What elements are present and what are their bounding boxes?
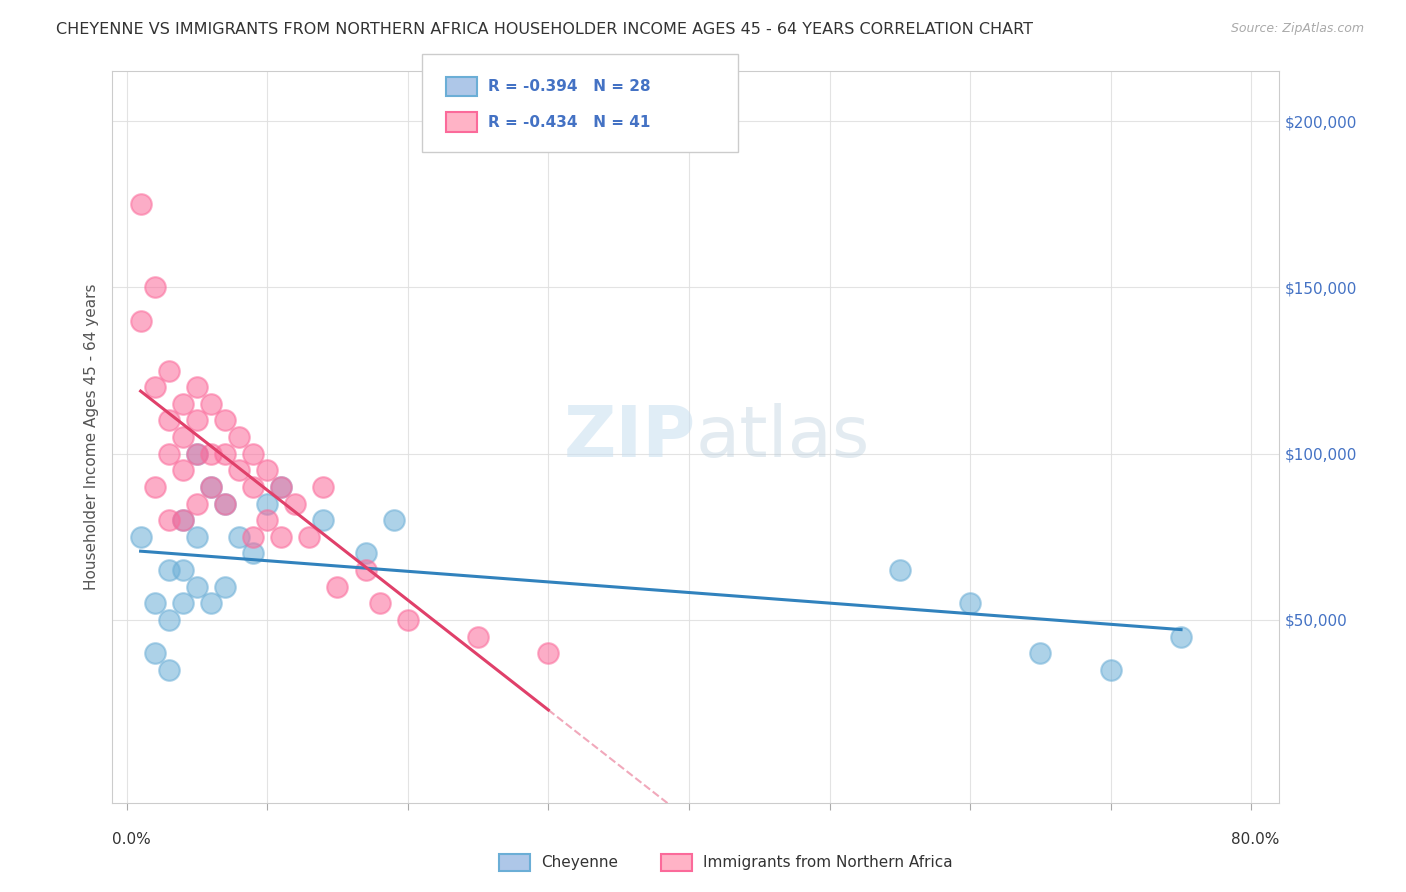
Point (200, 480, 222, 494)
Point (186, 580, 208, 594)
Point (172, 513, 194, 527)
Point (889, 563, 911, 577)
Point (143, 646, 166, 660)
Point (143, 380, 166, 394)
Point (242, 447, 264, 461)
Point (157, 563, 180, 577)
Point (256, 463, 278, 477)
Text: Immigrants from Northern Africa: Immigrants from Northern Africa (703, 855, 953, 870)
Point (326, 580, 349, 594)
Point (214, 497, 236, 511)
Text: Source: ZipAtlas.com: Source: ZipAtlas.com (1230, 22, 1364, 36)
Point (298, 530, 321, 544)
Point (354, 563, 377, 577)
Text: R = -0.394   N = 28: R = -0.394 N = 28 (488, 79, 651, 94)
Point (172, 563, 194, 577)
Point (242, 530, 264, 544)
Point (228, 530, 250, 544)
Text: R = -0.434   N = 41: R = -0.434 N = 41 (488, 115, 650, 129)
Point (186, 447, 208, 461)
Point (396, 613, 419, 627)
Point (242, 546, 264, 560)
Text: 0.0%: 0.0% (112, 832, 152, 847)
Point (172, 430, 194, 444)
Point (270, 480, 292, 494)
Text: atlas: atlas (696, 402, 870, 472)
Point (228, 430, 250, 444)
Point (354, 546, 377, 560)
Point (228, 463, 250, 477)
Point (143, 596, 166, 610)
Point (172, 596, 194, 610)
Point (129, 314, 152, 328)
Text: ZIP: ZIP (564, 402, 696, 472)
Point (129, 530, 152, 544)
Point (200, 480, 222, 494)
Point (143, 280, 166, 294)
Point (312, 513, 335, 527)
Point (537, 646, 560, 660)
Point (1170, 630, 1192, 644)
Point (186, 447, 208, 461)
Point (214, 580, 236, 594)
Point (368, 596, 391, 610)
Point (214, 497, 236, 511)
Point (157, 413, 180, 427)
Point (157, 663, 180, 677)
Point (256, 513, 278, 527)
Point (242, 480, 264, 494)
Point (467, 630, 489, 644)
Point (129, 197, 152, 211)
Point (186, 497, 208, 511)
Point (959, 596, 981, 610)
Text: Cheyenne: Cheyenne (541, 855, 619, 870)
Point (1099, 663, 1122, 677)
Y-axis label: Householder Income Ages 45 - 64 years: Householder Income Ages 45 - 64 years (83, 284, 98, 591)
Point (200, 397, 222, 411)
Point (172, 513, 194, 527)
Point (157, 513, 180, 527)
Point (186, 530, 208, 544)
Point (172, 463, 194, 477)
Point (256, 497, 278, 511)
Point (312, 480, 335, 494)
Point (270, 480, 292, 494)
Point (270, 530, 292, 544)
Point (157, 447, 180, 461)
Point (186, 380, 208, 394)
Point (200, 447, 222, 461)
Point (172, 397, 194, 411)
Text: CHEYENNE VS IMMIGRANTS FROM NORTHERN AFRICA HOUSEHOLDER INCOME AGES 45 - 64 YEAR: CHEYENNE VS IMMIGRANTS FROM NORTHERN AFR… (56, 22, 1033, 37)
Point (284, 497, 307, 511)
Text: 80.0%: 80.0% (1232, 832, 1279, 847)
Point (214, 413, 236, 427)
Point (186, 413, 208, 427)
Point (200, 596, 222, 610)
Point (157, 363, 180, 377)
Point (382, 513, 405, 527)
Point (143, 480, 166, 494)
Point (214, 447, 236, 461)
Point (157, 613, 180, 627)
Point (1029, 646, 1052, 660)
